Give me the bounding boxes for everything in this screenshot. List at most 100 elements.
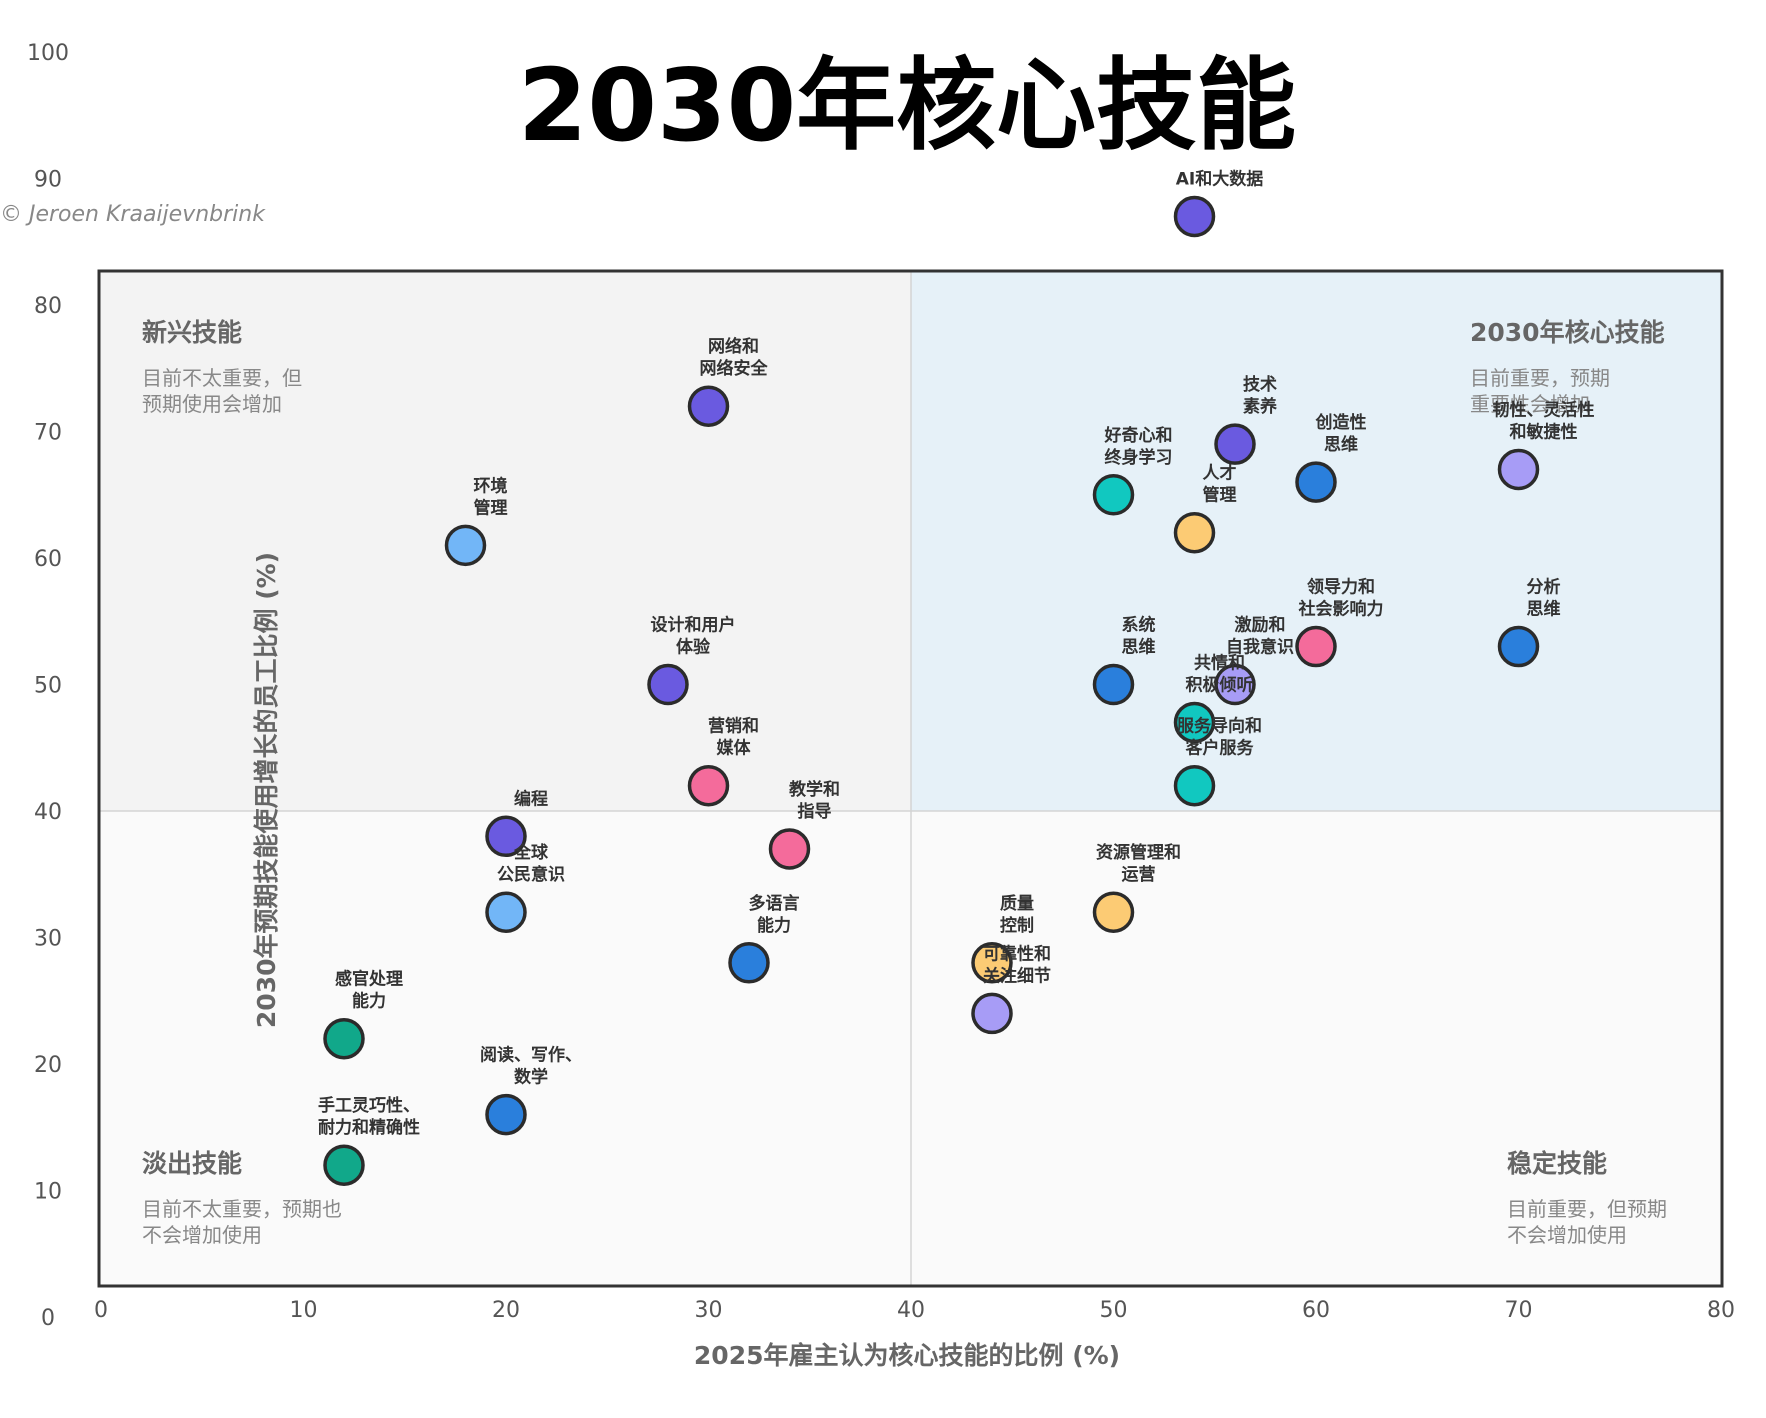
quadrant-description: 目前重要，但预期 — [1507, 1197, 1667, 1221]
quadrant-description: 重要性会增加 — [1470, 392, 1590, 416]
skill-point — [1092, 663, 1135, 706]
skill-label: 耐力和精确性 — [318, 1117, 420, 1138]
quadrant-title: 2030年核心技能 — [1470, 318, 1665, 347]
plot-background — [97, 269, 1724, 1288]
skill-label: 终身学习 — [1105, 447, 1173, 468]
x-tick-label: 60 — [1302, 1298, 1330, 1323]
skill-label: 素养 — [1243, 396, 1278, 417]
skill-label: 技术 — [1243, 374, 1277, 395]
chart-title: 2030年核心技能 — [518, 47, 1296, 164]
skill-label: 服务导向和 — [1177, 716, 1262, 737]
y-tick-label: 50 — [34, 674, 62, 699]
skill-label: 人才 — [1203, 463, 1237, 484]
skill-label: 体验 — [676, 637, 711, 658]
x-tick-label: 20 — [492, 1298, 520, 1323]
skill-label: 可靠性和 — [983, 943, 1051, 964]
quadrant-title: 淡出技能 — [142, 1149, 242, 1178]
skill-point — [1173, 701, 1216, 744]
x-tick-label: 10 — [290, 1298, 318, 1323]
y-tick-label: 90 — [34, 168, 62, 193]
skill-point — [1214, 423, 1256, 465]
skill-label: 教学和 — [788, 779, 840, 800]
skill-label: 指导 — [798, 801, 832, 822]
skill-label: 编程 — [514, 788, 548, 809]
skill-point — [768, 828, 811, 870]
skill-label: 环境 — [474, 475, 508, 496]
skill-point — [323, 1144, 365, 1186]
plot-frame — [97, 269, 1724, 1288]
skill-label: 设计和用户 — [651, 615, 736, 636]
skill-point — [1173, 195, 1216, 238]
quadrant-description: 目前重要，预期 — [1470, 366, 1610, 390]
x-axis-ticks: 0 10 20 30 40 50 60 70 80 — [94, 1298, 1735, 1323]
skill-label: 思维 — [1527, 599, 1561, 620]
quadrant-description: 不会增加使用 — [142, 1223, 262, 1247]
skill-label: 管理 — [1203, 485, 1237, 506]
skill-label: AI和大数据 — [1176, 168, 1263, 189]
x-tick-label: 30 — [695, 1298, 723, 1323]
skill-point — [485, 815, 527, 858]
skill-label: 自我意识 — [1226, 637, 1294, 658]
x-tick-label: 80 — [1707, 1298, 1735, 1323]
y-tick-label: 60 — [34, 547, 62, 572]
quadrant-emerging-bg — [99, 271, 911, 811]
skill-label: 质量 — [1000, 893, 1034, 914]
skill-label: 思维 — [1324, 434, 1358, 455]
skill-point — [485, 891, 527, 933]
skill-label: 能力 — [757, 915, 791, 936]
x-tick-label: 0 — [94, 1298, 108, 1323]
quadrant-description: 预期使用会增加 — [142, 392, 282, 416]
skill-label: 控制 — [1000, 915, 1034, 936]
y-axis-label: 2030年预期技能使用增长的员工比例 (%) — [252, 552, 281, 1028]
skill-point — [1295, 625, 1337, 668]
skill-label: 韧性、灵活性 — [1493, 399, 1595, 420]
skill-label: 全球 — [513, 842, 549, 863]
skill-label: 公民意识 — [497, 864, 565, 885]
skill-label: 共情和 — [1194, 652, 1245, 673]
skill-label: 关注细节 — [983, 965, 1051, 986]
skill-point — [1497, 448, 1540, 491]
skill-point — [485, 1093, 527, 1136]
skill-label: 阅读、写作、 — [480, 1045, 582, 1066]
skill-point — [687, 385, 730, 427]
skill-point — [1497, 625, 1540, 668]
skill-point — [323, 1017, 365, 1060]
skill-label: 创造性 — [1315, 412, 1367, 433]
x-tick-label: 70 — [1505, 1298, 1533, 1323]
skill-point — [647, 663, 689, 706]
skill-label: 激励和 — [1235, 615, 1286, 636]
quadrant-title: 新兴技能 — [142, 318, 242, 347]
y-tick-label: 70 — [34, 421, 62, 446]
skill-label: 和敏捷性 — [1510, 421, 1578, 442]
skill-label: 网络和 — [708, 336, 759, 357]
skill-label: 运营 — [1122, 864, 1156, 885]
skill-point — [1295, 461, 1337, 503]
skill-label: 系统 — [1122, 615, 1156, 636]
x-axis-label: 2025年雇主认为核心技能的比例 (%) — [694, 1341, 1120, 1370]
skill-point — [1092, 474, 1135, 516]
skill-point — [971, 942, 1013, 984]
skill-label: 媒体 — [717, 738, 752, 759]
data-points — [323, 195, 1540, 1186]
skill-label: 思维 — [1122, 637, 1156, 658]
skill-point — [444, 524, 487, 567]
y-tick-label: 10 — [34, 1180, 62, 1205]
y-tick-label: 100 — [27, 41, 69, 66]
y-axis-ticks: 0 10 20 30 40 50 60 70 80 90 100 — [27, 41, 69, 1331]
y-tick-label: 20 — [34, 1053, 62, 1078]
skill-label: 能力 — [352, 991, 386, 1012]
skill-label: 数学 — [514, 1067, 548, 1088]
y-tick-label: 40 — [34, 800, 62, 825]
skill-label: 网络安全 — [700, 358, 769, 379]
quadrant-description: 不会增加使用 — [1507, 1223, 1627, 1247]
skill-label: 营销和 — [708, 716, 759, 737]
quadrant-description: 目前不太重要，但 — [142, 366, 302, 390]
skill-label: 管理 — [474, 497, 508, 518]
credit-text: © Jeroen Kraaijevnbrink — [0, 202, 266, 227]
skill-point — [728, 942, 770, 984]
skill-point — [1173, 764, 1216, 807]
skill-label: 领导力和 — [1307, 577, 1375, 598]
x-tick-label: 50 — [1100, 1298, 1128, 1323]
